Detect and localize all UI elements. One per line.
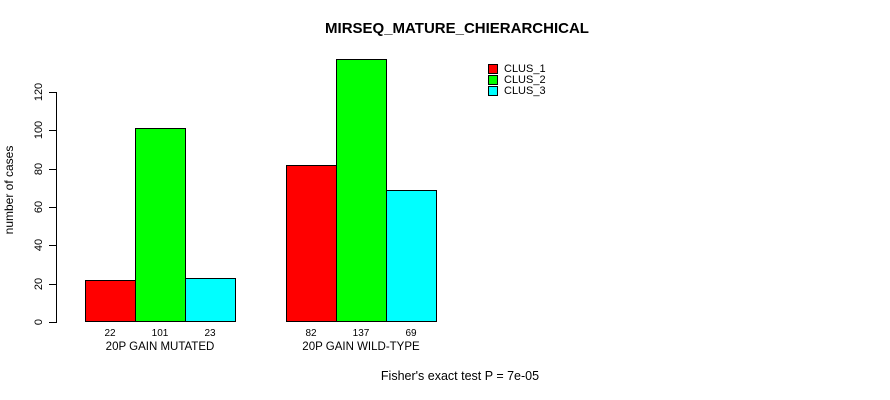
y-axis-tick: [49, 283, 56, 285]
legend-item: CLUS_3: [488, 85, 546, 98]
bar-value-label: 101: [151, 328, 169, 339]
legend-color-swatch: [488, 86, 498, 97]
legend-item-label: CLUS_2: [504, 74, 546, 87]
legend-item-label: CLUS_1: [504, 62, 546, 75]
y-axis-tick-label: 0: [33, 318, 45, 326]
y-axis-tick: [49, 322, 56, 323]
bar-clus_3-group2: [386, 190, 437, 322]
legend: CLUS_1 CLUS_2 CLUS_3: [488, 63, 546, 97]
bar-value-label: 69: [405, 328, 417, 339]
chart-title: MIRSEQ_MATURE_CHIERARCHICAL: [325, 20, 589, 37]
y-axis-tick-label: 20: [33, 277, 45, 290]
y-axis: [56, 92, 57, 323]
y-axis-label: number of cases: [2, 145, 16, 235]
y-axis-tick-label: 60: [33, 200, 45, 214]
y-axis-tick: [49, 168, 56, 170]
bar-clus_1-group1: [85, 280, 136, 322]
bar-value-label: 23: [204, 328, 216, 339]
legend-color-swatch: [488, 63, 498, 74]
stat-annotation: Fisher's exact test P = 7e-05: [380, 369, 540, 383]
legend-item-label: CLUS_3: [504, 85, 546, 98]
legend-color-swatch: [488, 75, 498, 86]
bar-clus_1-group2: [286, 165, 337, 322]
x-category-label: 20P GAIN MUTATED: [105, 341, 215, 353]
bar-clus_2-group2: [336, 59, 387, 322]
y-axis-tick-label: 120: [33, 82, 45, 102]
bar-value-label: 137: [352, 328, 370, 339]
y-axis-tick-label: 40: [33, 239, 45, 252]
legend-item: CLUS_2: [488, 74, 546, 87]
legend-item: CLUS_1: [488, 62, 546, 75]
bar-value-label: 82: [305, 328, 317, 339]
y-axis-tick: [49, 245, 56, 247]
bar-clus_2-group1: [135, 128, 186, 322]
y-axis-tick: [49, 207, 56, 208]
y-axis-tick: [49, 92, 56, 93]
x-category-label: 20P GAIN WILD-TYPE: [302, 341, 420, 353]
bar-clus_3-group1: [185, 278, 236, 322]
y-axis-tick-label: 80: [33, 162, 45, 175]
y-axis-tick: [49, 130, 56, 132]
bar-value-label: 22: [104, 328, 116, 339]
y-axis-tick-label: 100: [33, 121, 45, 140]
